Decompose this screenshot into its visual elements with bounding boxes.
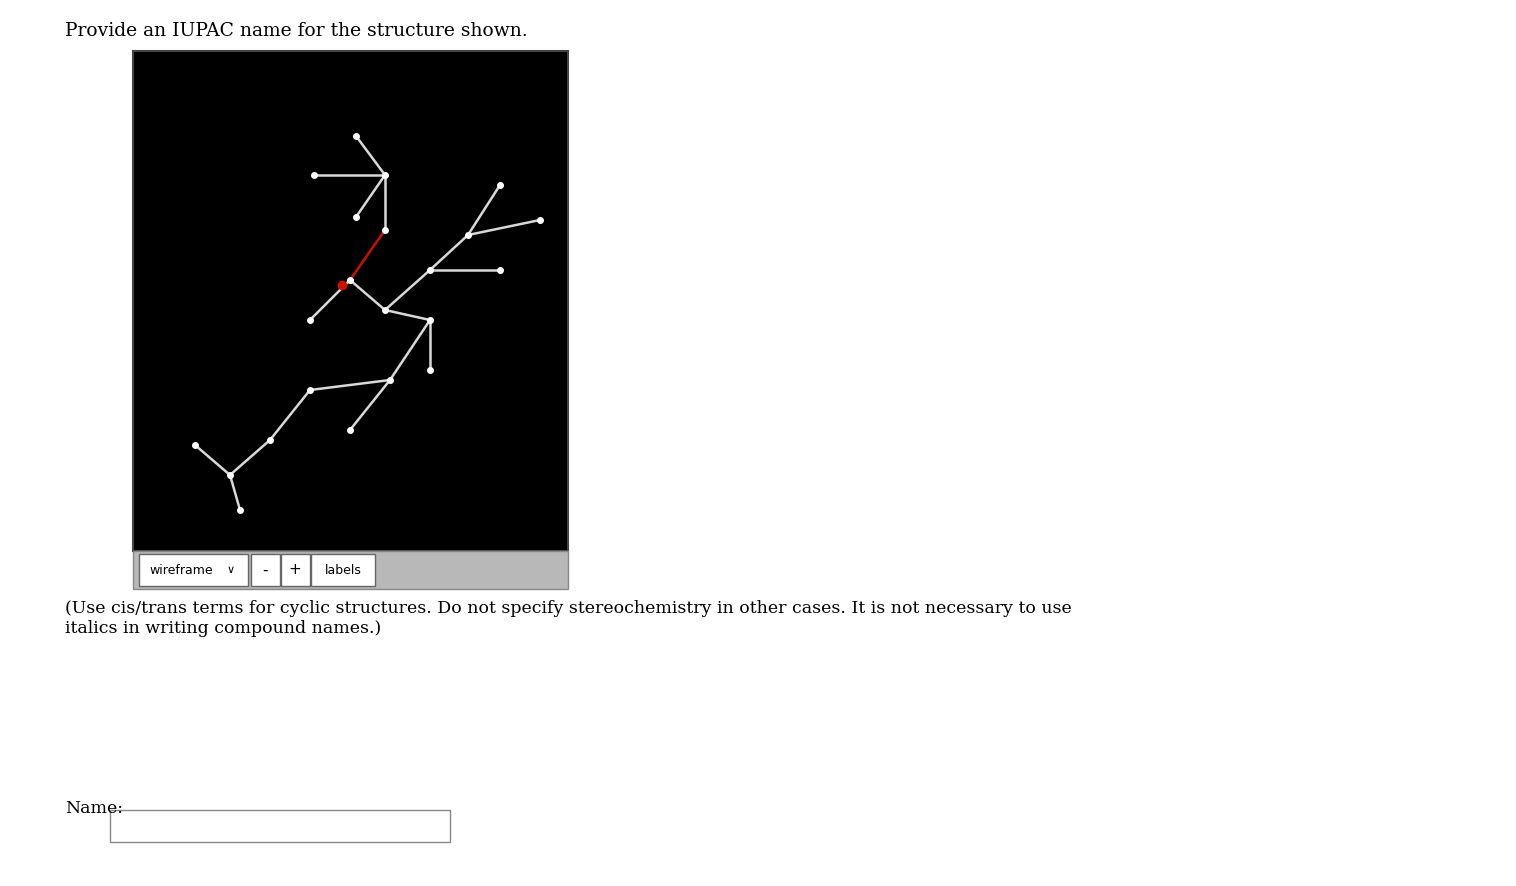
Text: ∨: ∨: [227, 565, 235, 575]
FancyBboxPatch shape: [133, 551, 568, 589]
Text: labels: labels: [324, 563, 361, 577]
FancyBboxPatch shape: [139, 554, 249, 586]
Text: +: +: [288, 563, 302, 578]
FancyBboxPatch shape: [311, 554, 374, 586]
Text: (Use cis/trans terms for cyclic structures. Do not specify stereochemistry in ot: (Use cis/trans terms for cyclic structur…: [65, 600, 1072, 637]
FancyBboxPatch shape: [280, 554, 309, 586]
Text: -: -: [262, 563, 268, 578]
Text: Provide an IUPAC name for the structure shown.: Provide an IUPAC name for the structure …: [65, 22, 528, 40]
FancyBboxPatch shape: [133, 51, 568, 551]
Text: wireframe: wireframe: [149, 563, 212, 577]
FancyBboxPatch shape: [111, 810, 450, 842]
Text: Name:: Name:: [65, 800, 123, 817]
FancyBboxPatch shape: [252, 554, 280, 586]
